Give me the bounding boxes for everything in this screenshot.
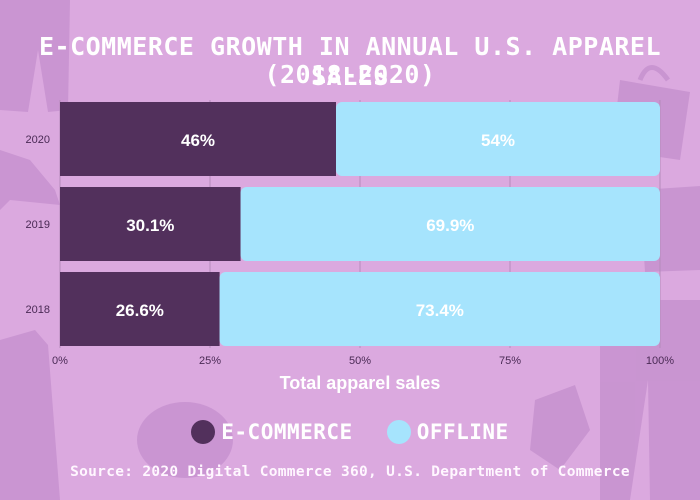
x-tick-label-4: 100% [646,355,674,367]
source-note: Source: 2020 Digital Commerce 360, U.S. … [70,464,630,480]
bar-e-commerce-2018 [60,272,220,346]
shorts-icon [0,0,70,112]
data-label-offline-2020: 54% [481,131,515,150]
bar-offline-2018 [219,272,660,346]
jeans-icon [600,300,700,500]
legend-item-ecommerce: E-COMMERCE [191,420,352,444]
legend-label-ecommerce: E-COMMERCE [221,420,353,444]
y-tick-label-2019: 2019 [26,219,50,231]
dress-icon [0,330,60,500]
legend-swatch-offline [386,420,411,444]
bar-e-commerce-2020 [60,102,336,176]
bar-offline-2020 [336,102,660,176]
y-tick-label-2020: 2020 [26,134,50,146]
data-label-offline-2019: 69.9% [426,216,474,235]
x-tick-label-2: 50% [349,355,371,367]
high-heel-icon [0,150,60,210]
data-label-e-commerce-2020: 46% [181,131,215,150]
data-label-e-commerce-2018: 26.6% [116,301,164,320]
chart-title-line-1: E-COMMERCE GROWTH IN ANNUAL U.S. APPAREL… [38,32,662,91]
bar-e-commerce-2019 [60,187,241,261]
legend-label-offline: OFFLINE [416,420,509,444]
data-label-offline-2018: 73.4% [416,301,464,320]
legend-item-offline: OFFLINE [386,420,509,444]
chart-title-line-2: (2018-2020) [264,60,436,89]
x-tick-label-0: 0% [52,355,68,367]
data-label-e-commerce-2019: 30.1% [126,216,174,235]
x-axis-label: Total apparel sales [280,373,441,393]
gloves-icon [530,385,590,470]
legend-swatch-ecommerce [191,420,216,444]
bar-offline-2019 [240,187,660,261]
y-tick-label-2018: 2018 [26,304,50,316]
x-tick-label-3: 75% [499,355,521,367]
x-tick-label-1: 25% [199,355,221,367]
legend: E-COMMERCE OFFLINE [0,412,700,452]
